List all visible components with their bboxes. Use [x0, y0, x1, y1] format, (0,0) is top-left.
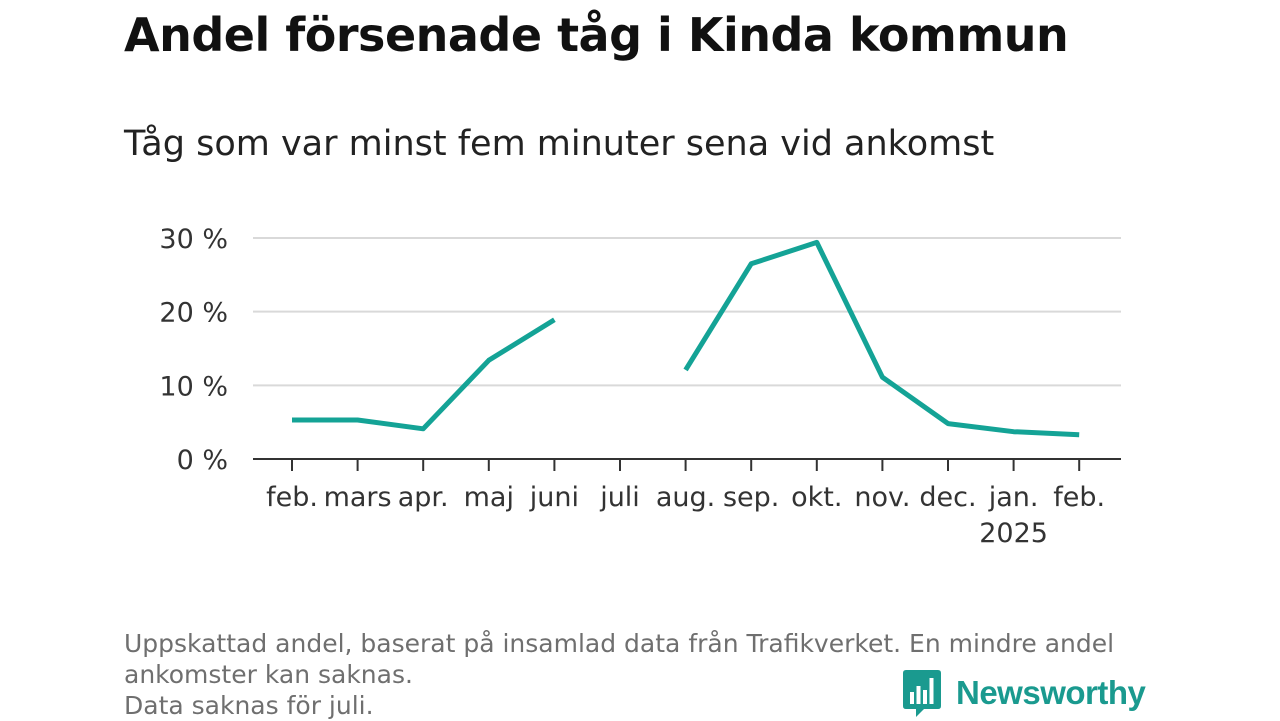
brand-name: Newsworthy	[956, 674, 1146, 711]
x-tick-label: feb.	[266, 482, 318, 513]
footnote-line-3: Data saknas för juli.	[124, 691, 374, 720]
series-line-segment	[292, 317, 556, 432]
series-lines	[292, 239, 1080, 438]
x-tick-label: sep.	[723, 482, 779, 513]
y-tick-label: 10 %	[159, 371, 228, 402]
y-axis-ticks: 0 % 10 % 20 % 30 %	[159, 224, 228, 476]
x-tick-label: apr.	[398, 482, 449, 513]
x-tick-label: jan.	[988, 482, 1039, 513]
brand-logo: Newsworthy	[902, 668, 1146, 718]
y-tick-label: 20 %	[159, 298, 228, 329]
footnote-line-1: Uppskattad andel, baserat på insamlad da…	[124, 629, 1115, 658]
series-line-segment	[683, 239, 1080, 438]
x-tick-label: mars	[324, 482, 392, 513]
gridlines	[253, 237, 1121, 387]
x-tick-label: maj	[464, 482, 514, 513]
x-axis-ticks: feb. mars apr. maj juni juli aug. sep. okt. nov. d…	[266, 459, 1105, 549]
x-tick-label: feb.	[1053, 482, 1105, 513]
chart-title: Andel försenade tåg i Kinda kommun	[124, 8, 1069, 62]
x-tick-sublabel: 2025	[979, 518, 1048, 549]
x-tick-label: nov.	[854, 482, 910, 513]
x-tick-label: aug.	[656, 482, 715, 513]
y-tick-label: 0 %	[177, 445, 228, 476]
x-tick-label: juni	[529, 482, 579, 513]
newsworthy-logo-icon	[903, 670, 941, 717]
chart-footnote: Uppskattad andel, baserat på insamlad da…	[124, 628, 1174, 721]
y-tick-label: 30 %	[159, 224, 228, 255]
footnote-line-2: ankomster kan saknas.	[124, 660, 413, 689]
x-tick-label: okt.	[791, 482, 842, 513]
x-tick-label: dec.	[919, 482, 976, 513]
chart-subtitle: Tåg som var minst fem minuter sena vid a…	[124, 124, 995, 164]
x-tick-label: juli	[599, 482, 640, 513]
